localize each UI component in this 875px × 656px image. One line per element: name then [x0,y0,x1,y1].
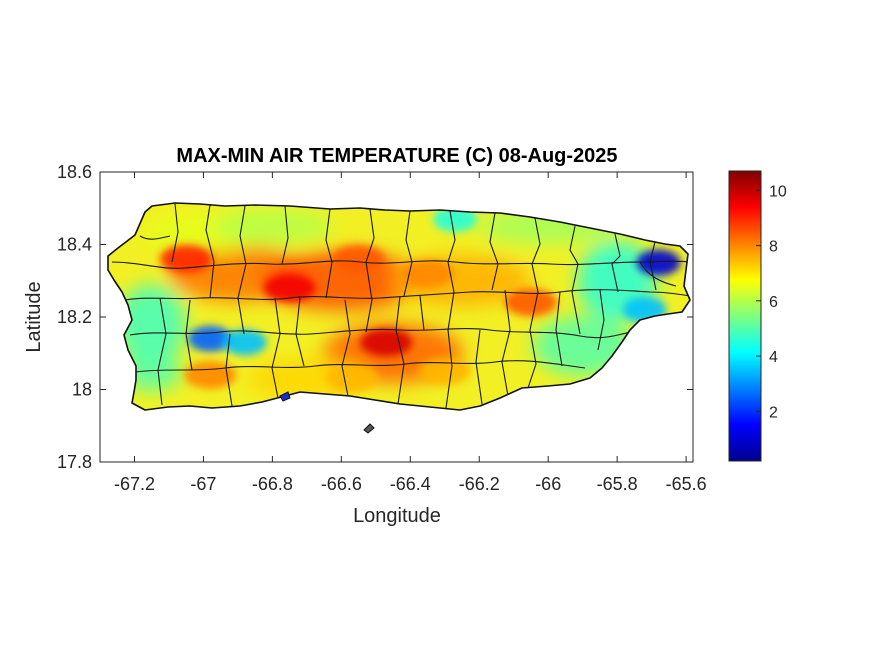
colorbar-tick-label: 8 [769,239,778,256]
y-tick-label: 18.2 [57,307,92,327]
colorbar-ticks: 2 4 6 8 10 [756,183,787,421]
hotspot [418,357,471,386]
x-tick-label: -66.4 [390,474,431,494]
hotspot [360,328,413,357]
y-axis: 17.8 18 18.2 18.4 18.6 [57,162,693,472]
hotspot [504,288,557,317]
x-tick-label: -66 [535,474,561,494]
x-tick-label: -66.6 [321,474,362,494]
y-tick-label: 18.4 [57,235,92,255]
heat-band [212,208,333,245]
island-coastline [107,202,691,411]
municipal-boundaries [111,203,690,409]
small-island [363,423,375,434]
x-tick-label: -66.2 [459,474,500,494]
x-tick-label: -67 [190,474,216,494]
hotspot [332,245,385,273]
temperature-field [108,203,690,410]
x-tick-label: -65.8 [597,474,638,494]
x-axis: -67.2 -67 -66.8 -66.6 -66.4 -66.2 -66 -65.8 -65.… [114,172,707,494]
chart-title: MAX-MIN AIR TEMPERATURE (C) 08-Aug-2025 [176,145,617,167]
hotspot [401,259,454,288]
y-tick-label: 17.8 [57,452,92,472]
y-axis-label: Latitude [23,281,45,352]
colorbar-tick-label: 6 [769,294,778,311]
coldspot [433,206,478,233]
colorbar-tick-label: 10 [769,183,787,200]
coldspot [222,329,267,356]
hotspot [160,245,213,273]
colorbar-tick-label: 4 [769,349,778,366]
colorbar [728,170,762,462]
hotspot [325,364,378,393]
x-tick-label: -66.8 [252,474,293,494]
small-island [279,391,291,402]
colorbar-tick-label: 2 [769,404,778,421]
coldspot [636,249,681,276]
heat-band [116,284,187,365]
hotspot [263,274,316,302]
x-tick-label: -67.2 [114,474,155,494]
y-tick-label: 18.6 [57,162,92,182]
x-axis-label: Longitude [353,505,441,527]
y-tick-label: 18 [72,380,92,400]
heat-band [121,351,182,392]
x-tick-label: -65.6 [666,474,707,494]
